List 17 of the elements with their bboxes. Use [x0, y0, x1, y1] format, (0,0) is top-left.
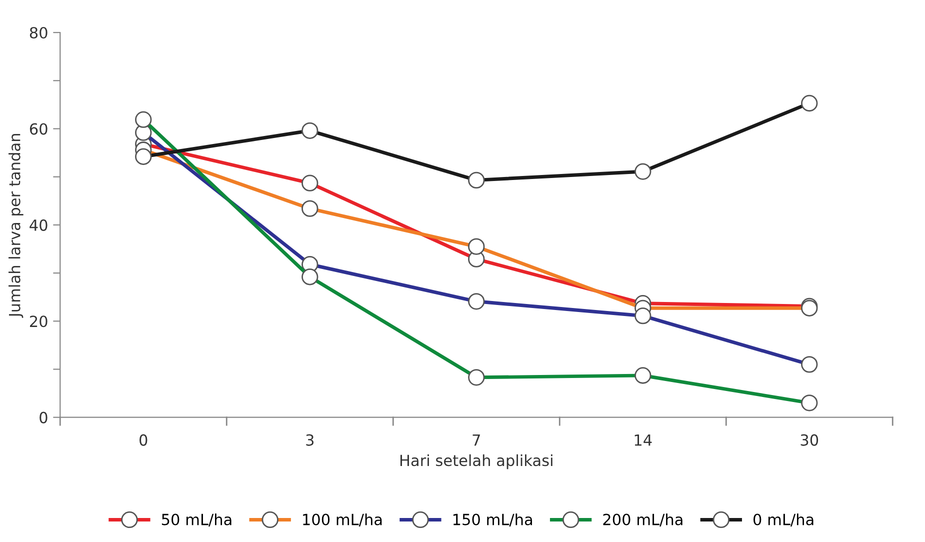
y-tick-label: 60 — [30, 123, 48, 135]
x-tick-label: 0 — [140, 434, 148, 446]
y-tick-label: 40 — [30, 219, 48, 231]
x-tick-label: 14 — [634, 434, 652, 446]
legend-label: 100 mL/ha — [303, 513, 382, 526]
legend-label: 200 mL/ha — [603, 513, 682, 526]
x-axis-title: Hari setelah aplikasi — [400, 454, 552, 470]
legend-label: 0 mL/ha — [753, 513, 814, 526]
legend-label: 50 mL/ha — [162, 513, 232, 526]
legend-label: 150 mL/ha — [453, 513, 532, 526]
y-axis-title: Jumlah larva per tandan — [8, 134, 24, 318]
x-tick-label: 30 — [800, 434, 818, 446]
y-tick-label: 80 — [30, 26, 48, 39]
y-tick-label: 20 — [30, 316, 48, 328]
x-tick-label: 7 — [472, 434, 480, 446]
x-tick-label: 3 — [306, 434, 314, 446]
y-tick-label: 0 — [40, 412, 48, 424]
